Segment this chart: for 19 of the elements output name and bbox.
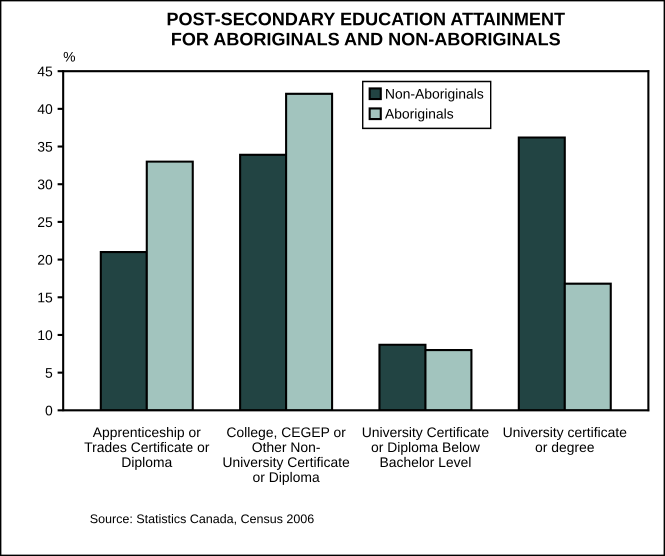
y-tick-label: 5 [46,368,52,378]
y-tick-label: 20 [38,254,52,265]
y-tick-label: 25 [38,217,52,228]
chart-title: POST-SECONDARY EDUCATION ATTAINMENT FOR ABORIGINALS AND NON-ABORIGINALS [168,12,565,46]
x-tick-label: College, CEGEP or Other Non- University Certificate or Diploma [224,426,350,485]
y-tick-label: 40 [38,104,52,114]
y-tick-label: 45 [38,66,52,76]
legend-label: Aboriginals [384,108,454,122]
y-tick-label: 30 [38,180,52,190]
source-note: Source: Statistics Canada, Census 2006 [90,514,314,525]
legend-label: Non-Aboriginals [386,88,484,102]
x-tick-label: University Certificate or Diploma Below Bachelor Level [362,426,488,468]
y-axis-title: % [64,52,76,62]
x-tick-label: Apprenticeship or Trades Certificate or Diploma [84,426,210,470]
y-tick-label: 10 [38,330,52,340]
y-tick-label: 15 [38,292,52,302]
y-tick-label: 0 [46,406,52,416]
y-tick-label: 35 [38,142,52,152]
x-tick-label: University certificate or degree [504,426,626,455]
